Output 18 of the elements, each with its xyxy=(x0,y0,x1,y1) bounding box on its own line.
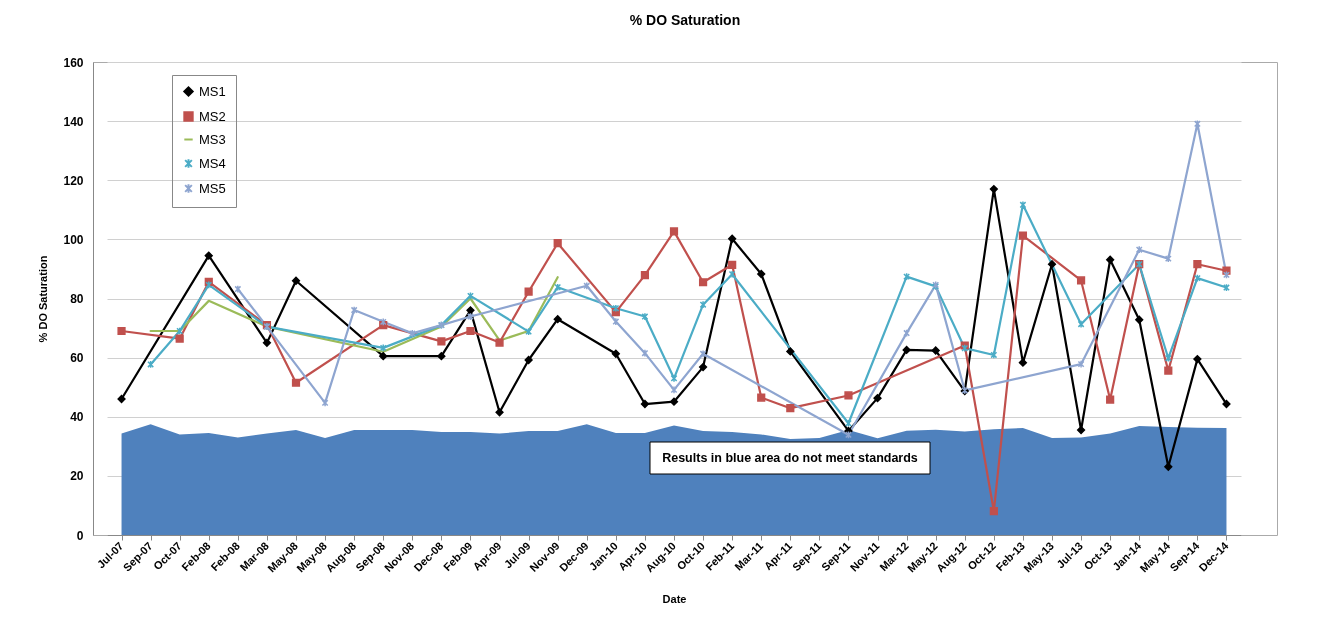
legend-label: MS2 xyxy=(199,108,226,124)
y-tick-label: 160 xyxy=(63,55,84,70)
y-tick-label: 0 xyxy=(76,528,84,543)
y-axis-title: % DO Saturation xyxy=(37,255,50,343)
x-axis-title: Date xyxy=(662,593,687,606)
legend-label: MS5 xyxy=(199,180,226,196)
y-tick-label: 20 xyxy=(70,469,84,484)
y-tick-label: 100 xyxy=(63,232,84,247)
y-tick-label: 40 xyxy=(70,410,84,425)
chart-title: % DO Saturation xyxy=(629,12,741,28)
y-tick-label: 140 xyxy=(63,114,84,129)
legend-label: MS3 xyxy=(199,131,226,147)
y-tick-label: 60 xyxy=(70,351,84,366)
legend-label: MS4 xyxy=(199,155,226,171)
y-tick-label: 80 xyxy=(70,292,84,306)
annotation: Results in blue area do not meet standards xyxy=(662,451,918,465)
legend-label: MS1 xyxy=(199,83,226,99)
y-tick-label: 120 xyxy=(63,173,84,188)
